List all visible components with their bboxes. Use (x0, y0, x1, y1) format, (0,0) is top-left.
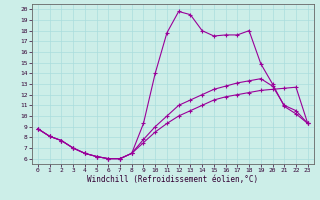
X-axis label: Windchill (Refroidissement éolien,°C): Windchill (Refroidissement éolien,°C) (87, 175, 258, 184)
